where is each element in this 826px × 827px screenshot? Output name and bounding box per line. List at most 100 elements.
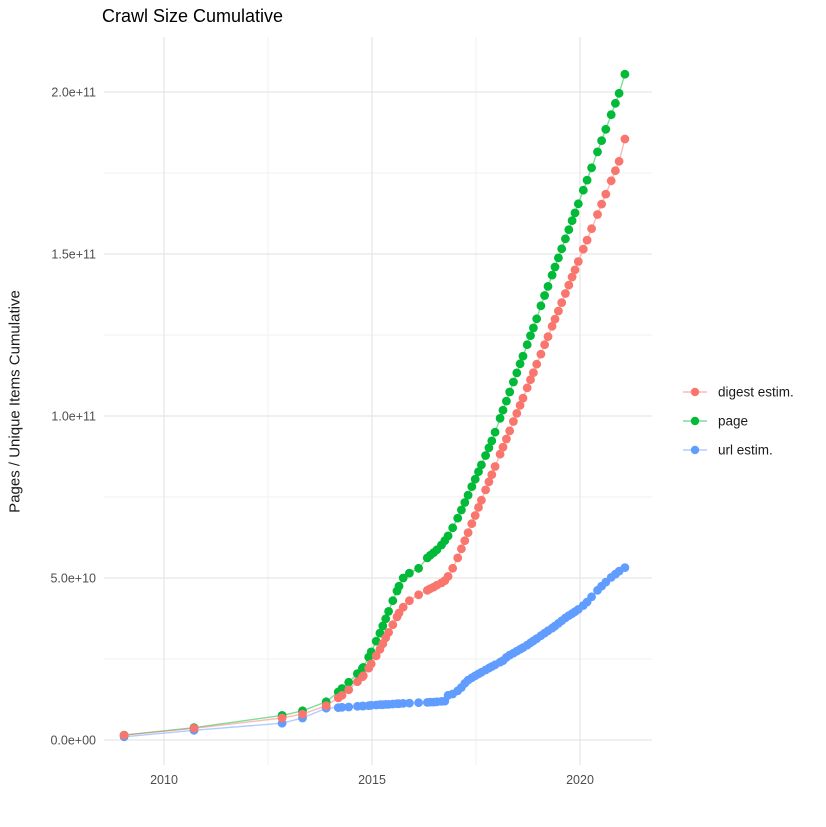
data-point [522,383,532,393]
data-point [477,460,486,470]
data-point [587,592,596,602]
data-point [344,685,354,695]
data-point [414,563,423,573]
data-point [532,314,542,324]
data-point [337,702,347,712]
data-point [554,306,563,316]
data-point [593,210,602,219]
data-point [470,511,480,520]
data-point [614,88,624,98]
data-point [337,684,347,693]
data-point [564,280,574,290]
data-point [498,442,508,452]
data-point [405,568,414,578]
data-point [614,156,624,166]
data-point [606,110,616,120]
data-point [515,400,525,410]
data-point [484,477,494,487]
data-point [620,69,630,79]
series-url-estim- [119,563,630,742]
data-point [394,581,404,591]
legend-key-point [690,387,700,397]
y-axis-title: Pages / Unique Items Cumulative [6,290,24,513]
data-point [457,505,466,515]
series-page [119,69,630,740]
data-point [398,699,408,708]
data-point [564,225,574,235]
data-point [515,359,525,369]
data-point [414,590,423,600]
data-point [189,723,199,733]
gridlines [104,37,652,765]
data-point [470,474,480,484]
legend-item-page: page [683,414,748,429]
x-tick-label: 2010 [150,773,178,787]
x-tick-label: 2020 [566,773,594,787]
legend-label: digest estim. [718,385,794,400]
data-point [526,375,535,385]
data-point [119,730,129,740]
data-point [371,636,381,646]
legend: digest estim. page url estim. [683,385,794,458]
data-point [512,409,522,418]
y-tick-label: 0.0e+00 [50,734,96,748]
chart-title: Crawl Size Cumulative [102,6,284,26]
data-point [547,270,557,280]
data-point [536,349,546,359]
y-tick-label: 5.0e+10 [50,572,96,586]
data-point [474,503,483,512]
legend-item-digest-estim-: digest estim. [683,385,794,400]
legend-key-point [690,416,700,426]
data-point [375,628,385,638]
data-point [597,136,606,146]
data-point [570,265,580,275]
data-point [490,462,500,471]
data-point [554,253,563,263]
data-point [529,323,538,333]
data-series [119,69,630,742]
data-point [481,451,490,460]
data-point [467,519,477,528]
data-point [597,199,606,209]
data-point [567,272,577,282]
data-point [337,690,347,700]
legend-item-url-estim-: url estim. [683,443,773,458]
data-point [490,427,500,437]
data-point [321,701,331,711]
data-point [366,659,376,669]
data-point [505,426,515,436]
data-point [388,596,398,606]
data-point [344,702,354,712]
y-tick-label: 2.0e+11 [51,86,96,100]
data-point [620,134,630,144]
data-point [561,289,570,298]
data-point [481,485,490,495]
data-point [344,677,354,687]
data-point [388,620,398,630]
data-point [547,321,557,331]
data-point [578,244,588,254]
data-point [543,282,553,291]
data-point [540,340,549,350]
data-point [561,234,570,244]
legend-label: page [718,414,748,429]
data-point [606,176,616,186]
series-digest-estim- [119,134,630,740]
data-point [601,124,611,134]
data-point [550,314,560,324]
data-point [414,698,423,708]
y-tick-label: 1.0e+11 [51,410,96,424]
data-point [587,224,596,234]
data-point [477,495,486,505]
data-point [460,536,470,546]
data-point [509,377,518,387]
legend-key-point [690,445,700,455]
data-point [509,417,518,426]
data-point [578,185,588,195]
data-point [522,340,532,350]
data-point [463,490,473,500]
data-point [298,709,307,719]
data-point [378,621,388,631]
